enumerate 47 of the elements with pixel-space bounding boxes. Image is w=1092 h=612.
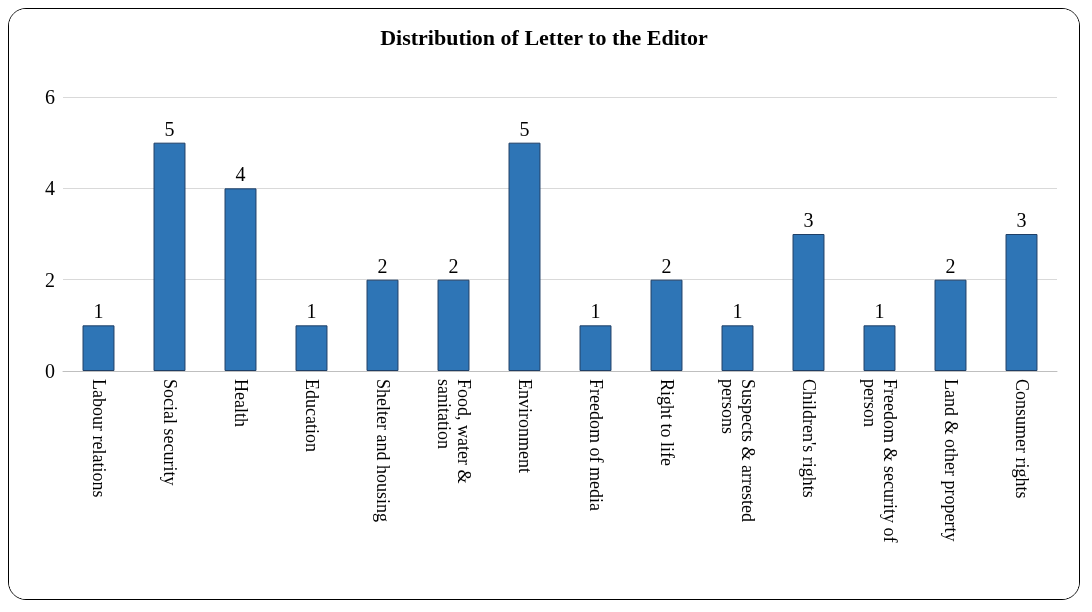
- bar: [650, 279, 683, 371]
- bar: [792, 234, 825, 371]
- data-label: 5: [519, 117, 530, 140]
- data-label: 5: [164, 117, 175, 140]
- data-label: 1: [93, 300, 104, 323]
- x-tick-label: Labour relations: [88, 379, 109, 498]
- x-tick-label: Freedom of media: [585, 379, 606, 511]
- bar: [721, 325, 754, 371]
- y-tick-label: 2: [45, 268, 55, 291]
- bar: [224, 188, 257, 371]
- data-label: 3: [803, 209, 814, 231]
- data-label: 1: [590, 300, 601, 323]
- bar: [366, 279, 399, 371]
- x-tick-label: Environment: [514, 379, 535, 473]
- x-tick-label: Health: [230, 379, 251, 427]
- bar: [295, 325, 328, 371]
- y-tick-label: 6: [45, 86, 55, 108]
- data-label: 1: [306, 300, 317, 323]
- x-tick-label: Right to life: [656, 379, 677, 466]
- bar: [508, 142, 541, 371]
- bar: [1005, 234, 1038, 371]
- data-label: 2: [661, 254, 672, 277]
- data-label: 2: [377, 254, 388, 277]
- bar: [863, 325, 896, 371]
- x-tick-label: Land & other property: [940, 379, 961, 542]
- x-tick-label: Shelter and housing: [372, 379, 393, 522]
- data-label: 4: [235, 163, 246, 186]
- bar: [153, 142, 186, 371]
- x-tick-label: Food, water & sanitation: [433, 379, 474, 488]
- bar: [934, 279, 967, 371]
- x-tick-label: Consumer rights: [1011, 379, 1032, 499]
- data-label: 1: [874, 300, 885, 323]
- bar: [82, 325, 115, 371]
- data-label: 3: [1016, 209, 1027, 231]
- data-label: 2: [945, 254, 956, 277]
- y-tick-label: 4: [45, 177, 55, 200]
- data-label: 1: [732, 300, 743, 323]
- bar: [579, 325, 612, 371]
- chart-title: Distribution of Letter to the Editor: [380, 24, 709, 50]
- y-tick-label: 0: [45, 360, 55, 382]
- data-label: 2: [448, 254, 459, 277]
- x-tick-label: Education: [301, 379, 322, 452]
- x-tick-label: Suspects & arrested persons: [717, 379, 758, 527]
- x-tick-label: Freedom & security of person: [859, 379, 900, 547]
- bar: [437, 279, 470, 371]
- x-tick-label: Social security: [159, 379, 180, 486]
- x-tick-label: Children's rights: [798, 379, 819, 498]
